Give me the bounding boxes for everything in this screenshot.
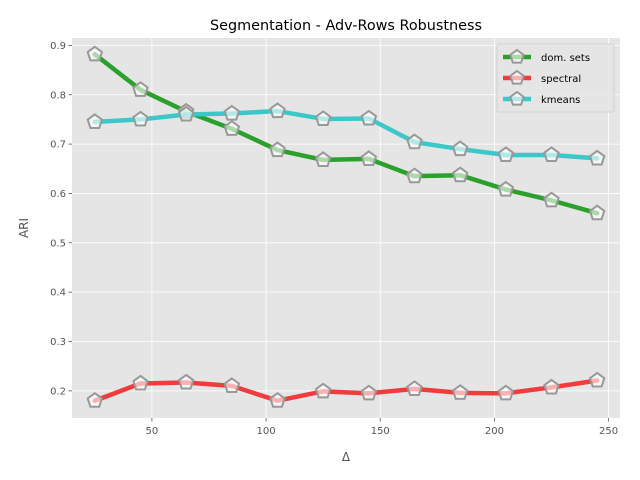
- legend-box: [496, 43, 615, 113]
- data-point: [497, 180, 515, 197]
- y-tick-label: 0.3: [50, 337, 66, 348]
- series-line: [92, 52, 600, 216]
- legend: dom. sets spectral kmeans: [496, 43, 615, 113]
- legend-marker: [509, 48, 525, 64]
- data-point: [132, 81, 149, 97]
- data-point: [314, 382, 332, 399]
- data-point: [588, 204, 606, 221]
- series-line: [92, 108, 600, 161]
- series-dom-sets: [86, 45, 606, 221]
- data-point: [223, 377, 241, 393]
- data-point: [360, 150, 378, 166]
- legend-marker: [509, 90, 525, 106]
- data-point: [86, 391, 104, 408]
- data-point: [269, 391, 286, 408]
- y-tick-label: 0.7: [50, 140, 66, 151]
- data-point: [451, 140, 469, 157]
- x-tick-label: 250: [599, 426, 618, 437]
- data-point: [543, 378, 560, 395]
- data-point: [223, 120, 241, 136]
- x-tick-label: 200: [485, 426, 504, 437]
- data-point: [588, 149, 606, 166]
- data-point: [497, 384, 515, 401]
- y-axis-label: ARI: [17, 218, 31, 238]
- data-point: [314, 151, 332, 167]
- data-point: [86, 113, 104, 129]
- data-point: [543, 191, 560, 208]
- y-tick-label: 0.2: [50, 386, 66, 397]
- y-tick-label: 0.5: [50, 238, 66, 249]
- y-tick-label: 0.6: [50, 189, 66, 200]
- y-tick-label: 0.9: [50, 41, 66, 52]
- data-point: [588, 371, 606, 388]
- data-point: [177, 105, 195, 122]
- series-kmeans: [86, 102, 606, 166]
- y-axis-ticks: 0.2 0.3 0.4 0.5 0.6 0.7 0.8 0.9: [50, 41, 72, 397]
- data-point: [86, 45, 104, 62]
- data-point: [360, 384, 378, 401]
- legend-marker: [509, 69, 525, 85]
- data-point: [223, 104, 241, 121]
- data-point: [497, 146, 515, 163]
- data-point: [406, 380, 423, 396]
- data-point: [269, 141, 286, 158]
- data-point: [451, 384, 469, 400]
- data-point: [177, 373, 195, 390]
- data-point: [132, 374, 149, 391]
- chart-title: Segmentation - Adv-Rows Robustness: [210, 18, 482, 34]
- data-point: [314, 110, 332, 126]
- series-layer: [86, 45, 606, 408]
- x-axis-label: Δ: [342, 450, 351, 464]
- x-tick-label: 50: [146, 426, 159, 437]
- x-axis-ticks: 50 100 150 200 250: [146, 418, 618, 437]
- data-point: [360, 109, 378, 126]
- x-tick-label: 100: [257, 426, 276, 437]
- y-tick-label: 0.8: [50, 90, 66, 101]
- y-tick-label: 0.4: [50, 288, 66, 299]
- data-point: [132, 110, 149, 127]
- data-point: [406, 133, 423, 150]
- data-point: [269, 102, 286, 119]
- legend-label: kmeans: [541, 95, 580, 106]
- data-point: [451, 166, 469, 183]
- legend-label: spectral: [541, 74, 581, 85]
- x-tick-label: 150: [371, 426, 390, 437]
- data-point: [543, 146, 560, 163]
- legend-label: dom. sets: [541, 53, 590, 64]
- series-spectral: [86, 371, 606, 408]
- data-point: [406, 167, 423, 184]
